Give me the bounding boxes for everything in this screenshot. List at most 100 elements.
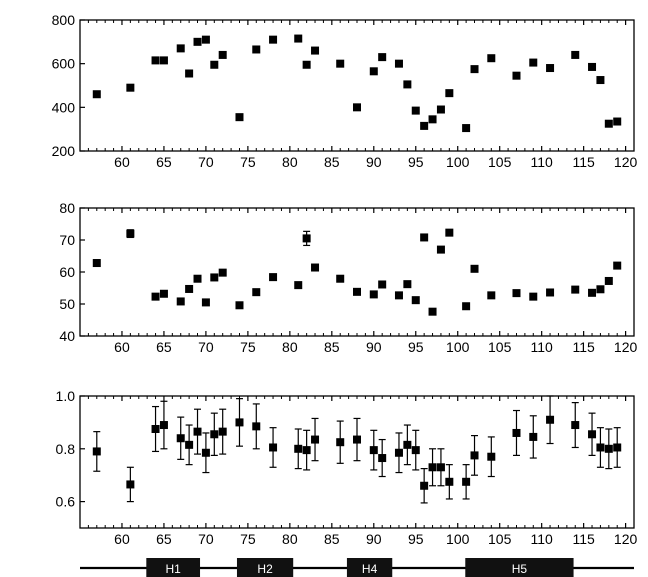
t1-data-point bbox=[185, 69, 194, 78]
noe-xtick-label: 115 bbox=[572, 531, 595, 547]
t1-data-point bbox=[588, 62, 597, 71]
noe-ytick-label: 1.0 bbox=[56, 388, 76, 404]
noe-data-point bbox=[428, 463, 437, 472]
t2-ytick-label: 50 bbox=[59, 296, 75, 312]
t2-data-point bbox=[445, 228, 454, 237]
t2-data-point bbox=[159, 289, 168, 298]
t2-data-point bbox=[420, 233, 429, 242]
t1-xtick-label: 110 bbox=[531, 154, 554, 170]
helix-bar bbox=[146, 558, 201, 577]
noe-data-point bbox=[588, 430, 597, 439]
noe-data-point bbox=[369, 446, 378, 455]
noe-xtick-label: 60 bbox=[114, 531, 130, 547]
t1-data-point bbox=[512, 71, 521, 80]
t2-data-point bbox=[336, 274, 345, 283]
t2-data-point bbox=[126, 229, 135, 238]
t1-data-point bbox=[487, 54, 496, 63]
noe-data-point bbox=[176, 434, 185, 443]
noe-data-point bbox=[336, 438, 345, 447]
t1-data-point bbox=[336, 59, 345, 68]
noe-xtick-label: 110 bbox=[531, 531, 554, 547]
helix-bar bbox=[236, 558, 294, 577]
noe-data-point bbox=[302, 446, 311, 455]
t1-data-point bbox=[394, 59, 403, 68]
t1-data-point bbox=[411, 106, 420, 115]
t1-xtick-label: 100 bbox=[446, 154, 470, 170]
t1-data-point bbox=[470, 65, 479, 74]
t2-data-point bbox=[269, 273, 278, 282]
t1-data-point bbox=[159, 56, 168, 65]
helix-bar bbox=[346, 558, 393, 577]
t1-xtick-label: 85 bbox=[324, 154, 340, 170]
t2-data-point bbox=[588, 288, 597, 297]
t1-data-point bbox=[210, 60, 219, 69]
helix-label: H2 bbox=[257, 562, 273, 576]
t2-data-point bbox=[512, 289, 521, 298]
t1-data-point bbox=[529, 58, 538, 67]
noe-data-point bbox=[185, 440, 194, 449]
secondary-structure-track: H1 H2 H4 H5 bbox=[80, 558, 634, 577]
noe-data-point bbox=[487, 452, 496, 461]
t1-data-point bbox=[252, 45, 261, 54]
noe-xtick-label: 85 bbox=[324, 531, 340, 547]
t2-xtick-label: 85 bbox=[324, 339, 340, 355]
t1-data-point bbox=[353, 103, 361, 112]
t1-data-point bbox=[436, 105, 445, 114]
noe-xtick-label: 75 bbox=[240, 531, 256, 547]
t1-xtick-label: 90 bbox=[366, 154, 382, 170]
t2-data-point bbox=[369, 290, 378, 299]
t1-xtick-label: 65 bbox=[156, 154, 172, 170]
t1-data-point bbox=[311, 46, 320, 55]
t2-data-point bbox=[436, 245, 445, 254]
t1-data-point bbox=[420, 121, 429, 130]
t1-xtick-label: 95 bbox=[408, 154, 424, 170]
noe-xtick-label: 95 bbox=[408, 531, 424, 547]
noe-data-point bbox=[126, 480, 135, 489]
t2-xtick-label: 115 bbox=[572, 339, 595, 355]
noe-data-point bbox=[218, 427, 227, 436]
noe-data-point bbox=[235, 418, 244, 427]
noe-xtick-label: 105 bbox=[488, 531, 512, 547]
noe-xtick-label: 120 bbox=[614, 531, 638, 547]
t2-plot-frame bbox=[79, 207, 635, 337]
noe-data-point bbox=[604, 444, 613, 453]
noe-data-point bbox=[252, 422, 261, 431]
t1-data-point bbox=[403, 80, 412, 89]
t2-data-point bbox=[252, 288, 261, 297]
t1-data-point bbox=[613, 117, 622, 126]
noe-data-point bbox=[294, 444, 303, 453]
t2-data-point bbox=[210, 273, 219, 282]
noe-ytick-label: 0.8 bbox=[56, 441, 76, 457]
helix-label: H1 bbox=[166, 562, 182, 576]
noe-data-point bbox=[403, 440, 412, 449]
t1-data-point bbox=[445, 89, 454, 98]
t2-xtick-label: 60 bbox=[114, 339, 130, 355]
t1-data-point bbox=[218, 50, 227, 59]
noe-data-point bbox=[378, 454, 387, 463]
t1-xtick-label: 80 bbox=[282, 154, 298, 170]
noe-data-point bbox=[529, 432, 538, 441]
t2-xtick-label: 70 bbox=[198, 339, 214, 355]
t2-xtick-label: 105 bbox=[488, 339, 512, 355]
t2-data-point bbox=[487, 291, 496, 300]
noe-data-point bbox=[159, 421, 168, 430]
t1-xtick-label: 115 bbox=[572, 154, 595, 170]
t2-data-point bbox=[462, 302, 471, 311]
noe-data-point bbox=[571, 421, 580, 430]
t1-data-point bbox=[151, 56, 160, 65]
t2-panel: 40 50 60 70 80 60 65 70 75 80 85 90 95 100 105 110 115 12… bbox=[59, 200, 637, 355]
t1-data-point bbox=[193, 37, 202, 46]
noe-data-point bbox=[613, 443, 622, 452]
t1-data-point bbox=[428, 115, 437, 124]
noe-data-point bbox=[462, 477, 471, 486]
t1-ytick-label: 600 bbox=[52, 56, 76, 72]
t2-data-point bbox=[201, 298, 210, 307]
t2-data-point bbox=[571, 285, 580, 294]
noe-data-point bbox=[269, 443, 278, 452]
noe-data-point bbox=[151, 425, 160, 433]
t2-xtick-label: 65 bbox=[156, 339, 172, 355]
t2-data-point bbox=[151, 292, 160, 301]
t2-data-point bbox=[302, 234, 311, 243]
noe-xtick-label: 80 bbox=[282, 531, 298, 547]
t1-data-point bbox=[302, 60, 311, 69]
